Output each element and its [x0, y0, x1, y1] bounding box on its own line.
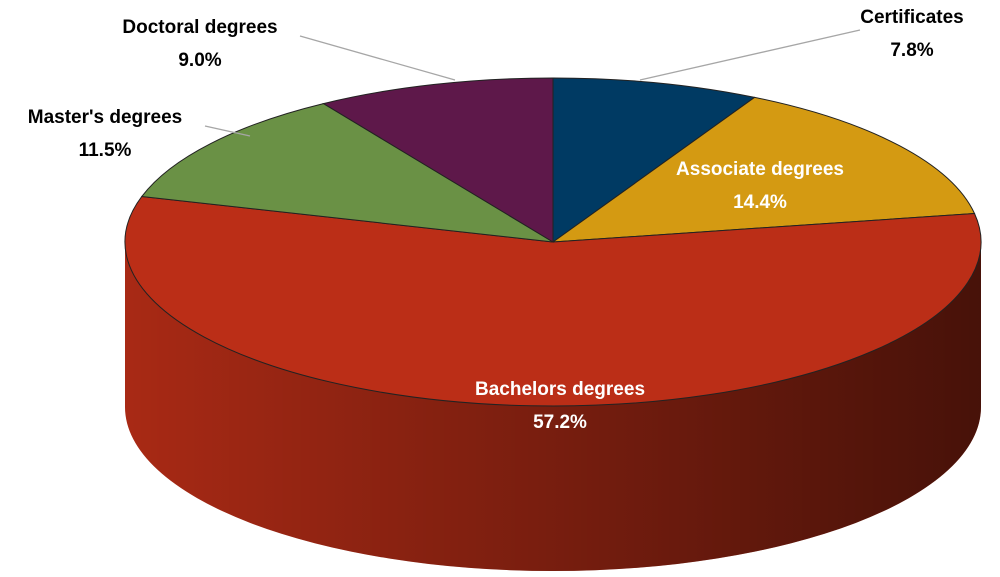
- slice-label: Certificates: [860, 7, 964, 28]
- slice: [322, 77, 554, 243]
- slice-value-label: 9.0%: [178, 50, 221, 71]
- slice: [552, 77, 756, 243]
- slice: [140, 103, 554, 243]
- leader-line: [204, 125, 251, 137]
- slice-label: Doctoral degrees: [122, 17, 277, 38]
- slice-label: Bachelors degrees: [475, 379, 645, 400]
- slice-value-label: 7.8%: [890, 40, 933, 61]
- leader-line: [299, 35, 456, 81]
- slice-value-label: 11.5%: [79, 140, 132, 161]
- slice-label: Master's degrees: [28, 107, 183, 128]
- slice: [124, 195, 982, 407]
- leader-line: [639, 29, 861, 81]
- slice: [551, 96, 976, 243]
- slice-value-label: 14.4%: [733, 192, 787, 213]
- slice-value-label: 57.2%: [533, 412, 587, 433]
- slice-label: Associate degrees: [676, 159, 844, 180]
